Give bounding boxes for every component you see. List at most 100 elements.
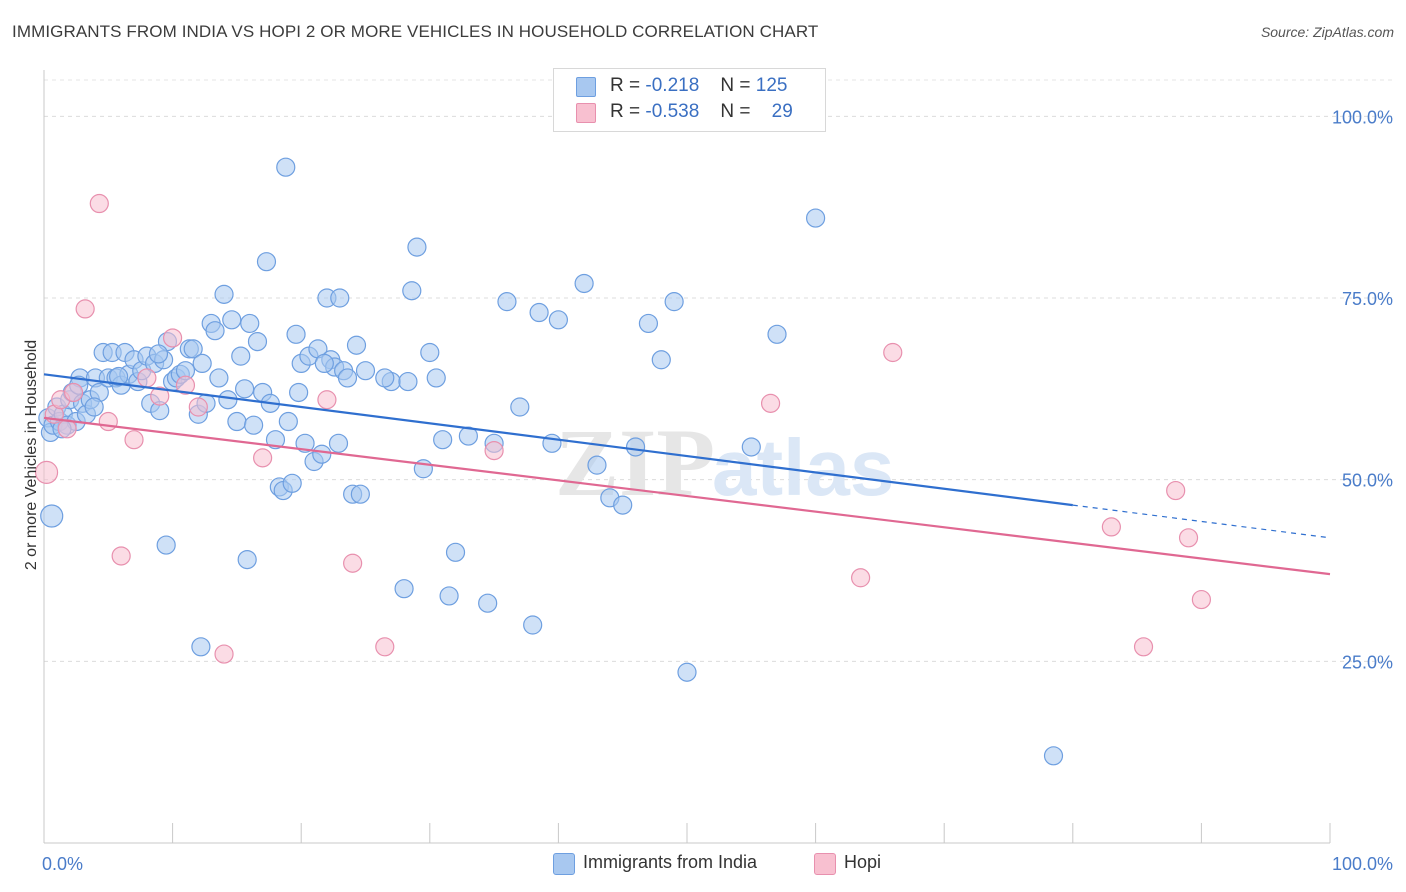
india-point [222, 310, 242, 330]
india-point [355, 361, 376, 381]
x-tick-label: 0.0% [42, 854, 83, 874]
bottom-legend-label-hopi: Hopi [844, 852, 882, 872]
hopi-point [343, 553, 363, 573]
india-point [289, 382, 309, 403]
y-tick-label: 75.0% [1342, 289, 1393, 309]
india-point [407, 237, 427, 257]
india-point [529, 302, 549, 323]
hopi-trend-line [43, 416, 1331, 576]
india-point [625, 437, 646, 457]
legend-r-label: R = [610, 101, 641, 122]
india-point [574, 273, 594, 294]
hopi-point [89, 193, 109, 214]
hopi-point [34, 460, 59, 484]
hopi-point [1191, 589, 1212, 610]
india-trend-extension [1072, 504, 1331, 539]
india-point [677, 662, 697, 682]
india-point [587, 455, 607, 475]
india-point [237, 549, 257, 570]
india-point [664, 292, 684, 312]
legend-n-value: 29 [771, 101, 793, 122]
hopi-point [214, 644, 234, 664]
y-tick-label: 25.0% [1342, 652, 1393, 672]
bottom-legend-swatch-india [553, 853, 575, 875]
hopi-point [163, 328, 183, 348]
india-point [282, 473, 302, 493]
india-point [613, 495, 633, 515]
hopi-point [150, 386, 170, 406]
hopi-point [111, 546, 131, 566]
india-point [458, 426, 478, 446]
hopi-point [98, 411, 118, 432]
tick-labels: 25.0% 50.0% 75.0% 100.0% 0.0% 100.0% [42, 107, 1393, 874]
india-point [433, 430, 453, 450]
legend-n-value: 125 [755, 75, 788, 96]
india-point [767, 324, 787, 344]
legend-n-label: N = [720, 101, 751, 122]
india-point [398, 371, 418, 392]
india-point [156, 535, 176, 555]
legend-swatch-india [576, 77, 596, 97]
india-point [420, 342, 440, 363]
legend-n-label: N = [720, 75, 751, 96]
chart-title: IMMIGRANTS FROM INDIA VS HOPI 2 OR MORE … [12, 22, 819, 41]
india-point [183, 339, 203, 359]
india-point [192, 353, 212, 373]
hopi-point [253, 448, 273, 468]
legend-r-value: -0.218 [645, 75, 700, 96]
india-point [191, 637, 211, 657]
hopi-point [75, 299, 95, 319]
india-point [548, 310, 569, 330]
india-point [278, 411, 298, 432]
source-label: Source: ZipAtlas.com [1260, 24, 1394, 40]
y-tick-label: 100.0% [1332, 107, 1393, 127]
india-point [227, 411, 247, 432]
stats-legend: R = -0.218 N = 125 R = -0.538 N = 29 [553, 68, 826, 132]
india-point [394, 579, 414, 599]
legend-r-label: R = [610, 75, 641, 96]
india-point [350, 484, 370, 504]
india-point [286, 324, 306, 344]
hopi-point [63, 382, 84, 403]
india-point [40, 504, 64, 528]
hopi-point [317, 390, 337, 410]
watermark-zip: ZIP [555, 409, 715, 516]
india-point [741, 437, 761, 457]
hopi-point [1133, 637, 1154, 657]
india-point [235, 379, 255, 399]
hopi-point [124, 430, 144, 450]
india-point [523, 615, 543, 635]
india-point [108, 366, 129, 387]
india-point [244, 415, 264, 435]
bottom-legend-swatch-hopi [814, 853, 836, 875]
y-axis-label: 2 or more Vehicles in Household [23, 340, 40, 570]
india-point [328, 433, 349, 453]
india-point [497, 292, 517, 312]
india-point [402, 281, 422, 301]
india-point [209, 368, 229, 388]
legend-r-value: -0.538 [645, 101, 700, 122]
india-point [375, 368, 395, 388]
india-point [426, 368, 446, 388]
watermark-atlas: atlas [712, 423, 894, 512]
india-point [346, 335, 367, 355]
india-point [510, 397, 530, 417]
india-point [314, 353, 334, 373]
india-point [337, 368, 358, 388]
india-point [651, 350, 671, 370]
india-point [276, 157, 296, 177]
hopi-point [1166, 480, 1186, 501]
india-point [1043, 746, 1064, 766]
hopi-point [188, 397, 208, 417]
india-point [445, 542, 466, 562]
hopi-point [175, 375, 196, 395]
india-trend-line [43, 373, 1073, 507]
india-point [218, 390, 238, 410]
india-point [265, 430, 286, 450]
hopi-point [760, 393, 781, 413]
india-point [240, 313, 260, 334]
bottom-legend-label-india: Immigrants from India [583, 852, 758, 872]
india-point [638, 313, 659, 334]
hopi-point [137, 368, 157, 388]
